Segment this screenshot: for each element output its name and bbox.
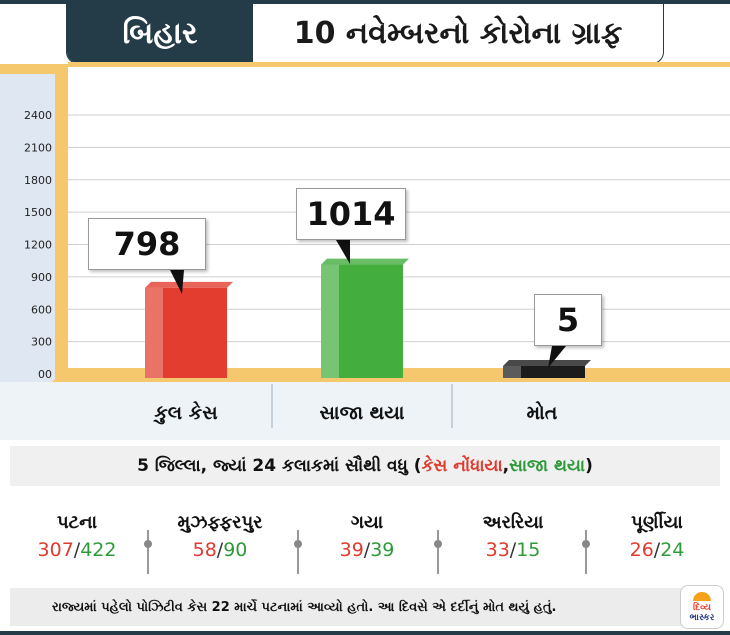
bar-highlight [321, 264, 339, 378]
state-name: બિહાર [67, 4, 253, 63]
district-name: અરરિયા [482, 512, 544, 533]
district-purnia: પૂર્ણીયા 26/24 [592, 512, 722, 561]
bar-front [321, 264, 403, 378]
y-tick-label: 1200 [24, 239, 52, 252]
callout-pointer [336, 240, 350, 264]
district-name: પટના [57, 512, 97, 533]
bar [503, 360, 591, 378]
logo-line-2: ભાસ્કર [689, 612, 715, 623]
logo-line-1: દિવ્ય [693, 602, 711, 613]
district-cases: 58 [192, 539, 217, 561]
page-title: 10 નવેમ્બરનો કોરોના ગ્રાફ [293, 16, 623, 51]
chart-left-wall [0, 64, 68, 432]
callout-pointer [170, 270, 184, 294]
heading-recovered: સાજા થયા [509, 456, 586, 476]
district-recovered: 15 [516, 539, 541, 561]
sun-icon [693, 591, 711, 601]
value-label-deaths: 5 [534, 294, 602, 346]
category-label-deaths: મોત [526, 402, 558, 424]
bar [145, 281, 233, 378]
category-label-total: કુલ કેસ [154, 402, 218, 424]
bottom-border [0, 631, 730, 635]
district-name: પૂર્ણીયા [631, 512, 683, 533]
pin-icon [144, 530, 152, 574]
district-cases: 39 [339, 539, 364, 561]
bar-top [503, 360, 591, 366]
district-recovered: 90 [223, 539, 248, 561]
heading-comma: , [502, 456, 510, 476]
heading-cases: કેસ નોંધાયા [421, 456, 503, 476]
y-tick-label: 1500 [24, 206, 52, 219]
pin-icon [434, 530, 442, 574]
chart-base-band [0, 382, 730, 440]
district-muzaffarpur: મુઝફ્ફરપુર 58/90 [155, 512, 285, 561]
y-tick-label: 900 [31, 271, 52, 284]
district-patna: પટના 307/422 [12, 512, 142, 561]
district-recovered: 24 [660, 539, 685, 561]
district-araria: અરરિયા 33/15 [448, 512, 578, 561]
heading-suffix: ) [585, 456, 593, 476]
bar [321, 258, 409, 378]
pin-icon [582, 530, 590, 574]
district-cases: 307 [37, 539, 74, 561]
district-name: મુઝફ્ફરપુર [177, 512, 263, 533]
footer-note: રાજ્યમાં પહેલો પોઝિટીવ કેસ 22 માર્ચે પટન… [10, 588, 720, 626]
y-tick-label: 300 [31, 336, 52, 349]
district-name: ગયા [350, 512, 384, 533]
district-cases: 26 [629, 539, 654, 561]
district-recovered: 39 [370, 539, 395, 561]
district-gaya: ગયા 39/39 [302, 512, 432, 561]
bar-front [145, 287, 227, 378]
chart-left-wall-frame [0, 64, 68, 380]
heading-prefix: 5 જિલ્લા, જ્યાં 24 કલાકમાં સૌથી વધુ ( [137, 456, 422, 476]
y-tick-label: 2100 [24, 141, 52, 154]
value-label-recovered: 1014 [296, 188, 406, 240]
y-tick-label: 2400 [24, 109, 52, 122]
y-tick-label: 1800 [24, 174, 52, 187]
bar-highlight [145, 287, 163, 378]
title-box: બિહાર 10 નવેમ્બરનો કોરોના ગ્રાફ [66, 4, 664, 64]
bar-highlight [503, 366, 521, 378]
bar-top [321, 258, 409, 265]
category-label-recovered: સાજા થયા [319, 402, 405, 424]
divya-bhaskar-logo: દિવ્ય ભાસ્કર [680, 585, 724, 629]
callout-pointer [548, 346, 566, 368]
y-tick-label: 600 [31, 303, 52, 316]
bar-front [503, 366, 585, 378]
bar-chart: 00 300 600 900 1200 1500 1800 2100 2400 798 1014… [0, 62, 730, 440]
bar-top [145, 281, 233, 288]
value-label-total: 798 [88, 218, 206, 270]
y-tick-label: 00 [38, 368, 52, 381]
top-border [0, 0, 730, 4]
pin-icon [294, 530, 302, 574]
district-cases: 33 [485, 539, 510, 561]
districts-heading: 5 જિલ્લા, જ્યાં 24 કલાકમાં સૌથી વધુ ( કે… [10, 446, 720, 486]
district-recovered: 422 [80, 539, 117, 561]
